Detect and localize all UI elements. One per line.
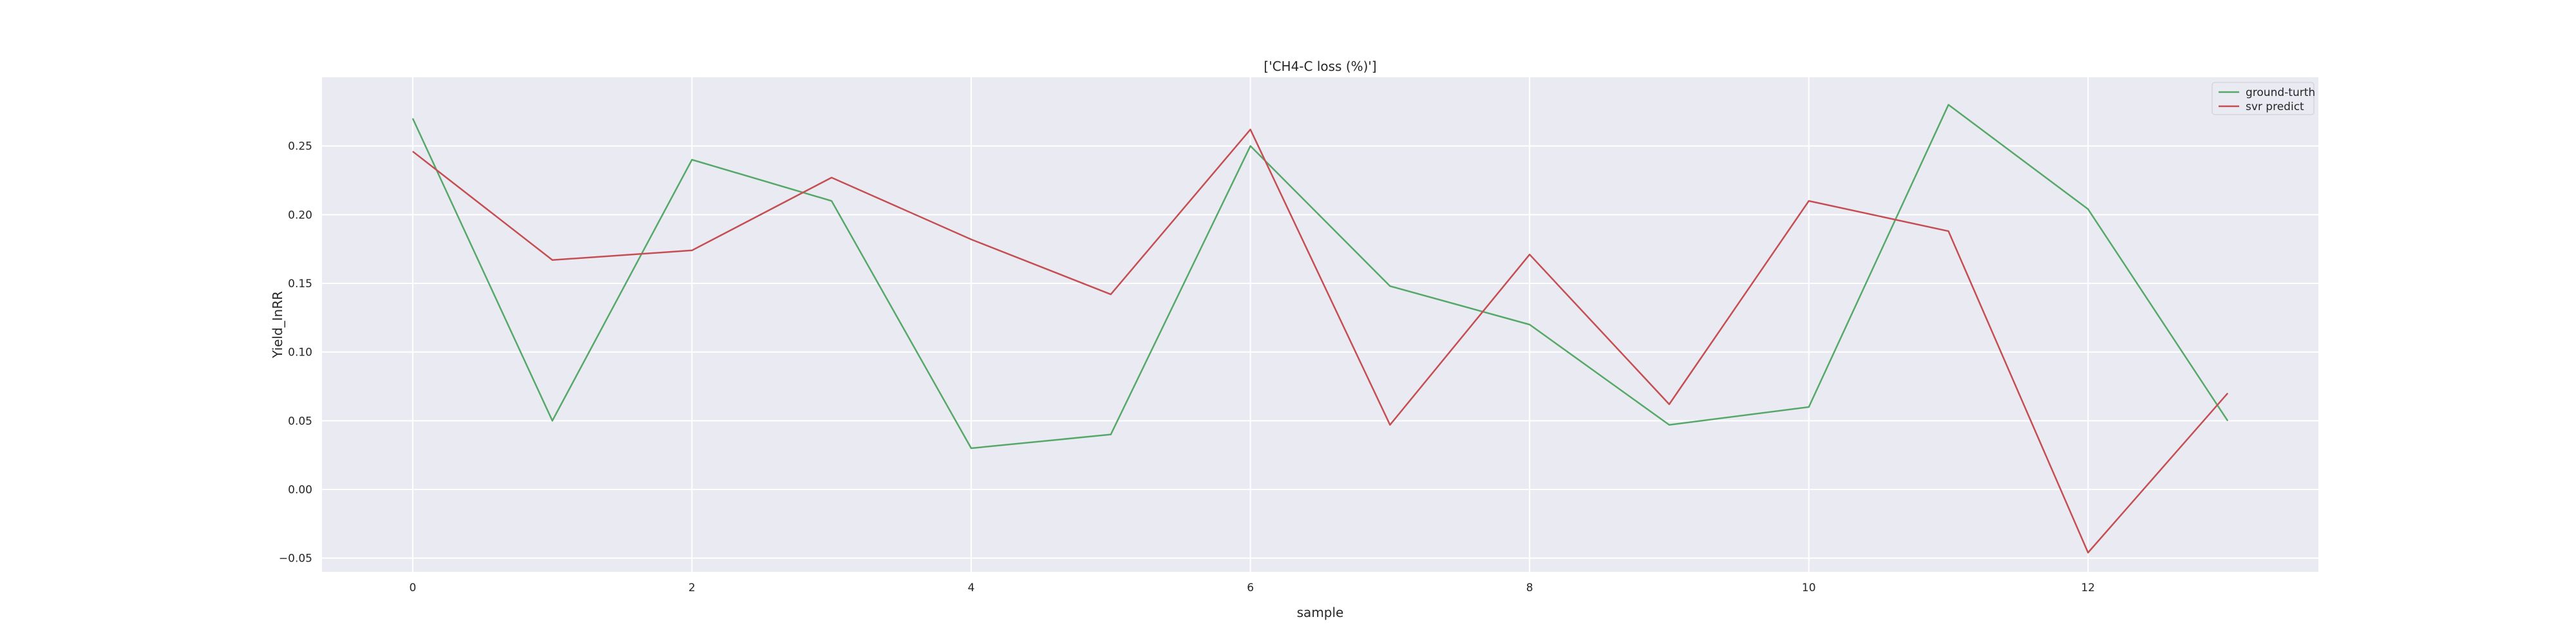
series-lines: [412, 104, 2229, 554]
data-point: [831, 177, 832, 178]
x-tick-label: 4: [968, 582, 975, 594]
data-point: [1948, 104, 1949, 106]
data-point: [831, 200, 832, 202]
data-point: [1808, 406, 1810, 408]
data-point: [412, 151, 413, 152]
data-point: [1250, 129, 1251, 130]
x-tick-label: 0: [409, 582, 416, 594]
legend-label-svr-predict: svr predict: [2246, 100, 2304, 113]
x-axis-label: sample: [1297, 605, 1344, 620]
legend: ground-turth svr predict: [2211, 82, 2315, 115]
y-tick-label: 0.00: [288, 484, 312, 497]
data-point: [1110, 294, 1112, 295]
y-tick-label: 0.05: [288, 415, 312, 428]
data-point: [412, 118, 413, 119]
series-line-0: [412, 104, 2229, 450]
x-tick-label: 12: [2081, 582, 2095, 594]
x-tick-label: 6: [1247, 582, 1254, 594]
x-tick-labels: 0 2 4 6 8 10 12: [409, 582, 2095, 594]
y-tick-label: 0.20: [288, 209, 312, 222]
data-point: [1110, 434, 1112, 435]
chart-title: ['CH4-C loss (%)']: [1264, 59, 1376, 74]
plot-area: [322, 77, 2318, 572]
y-tick-labels: −0.05 0.00 0.05 0.10 0.15 0.20 0.25: [279, 140, 312, 565]
y-axis-label: Yield_InRR: [270, 291, 285, 359]
y-tick-label: −0.05: [279, 553, 312, 565]
grid-lines: [322, 77, 2318, 572]
x-tick-label: 8: [1526, 582, 1533, 594]
data-point: [1808, 200, 1810, 202]
y-tick-label: 0.25: [288, 140, 312, 153]
y-tick-label: 0.15: [288, 278, 312, 290]
x-tick-label: 10: [1802, 582, 1816, 594]
data-point: [971, 448, 972, 449]
series-line-1: [412, 128, 2229, 554]
y-tick-label: 0.10: [288, 346, 312, 359]
x-tick-label: 2: [688, 582, 696, 594]
data-point: [971, 239, 972, 240]
legend-label-ground-truth: ground-turth: [2246, 86, 2315, 99]
